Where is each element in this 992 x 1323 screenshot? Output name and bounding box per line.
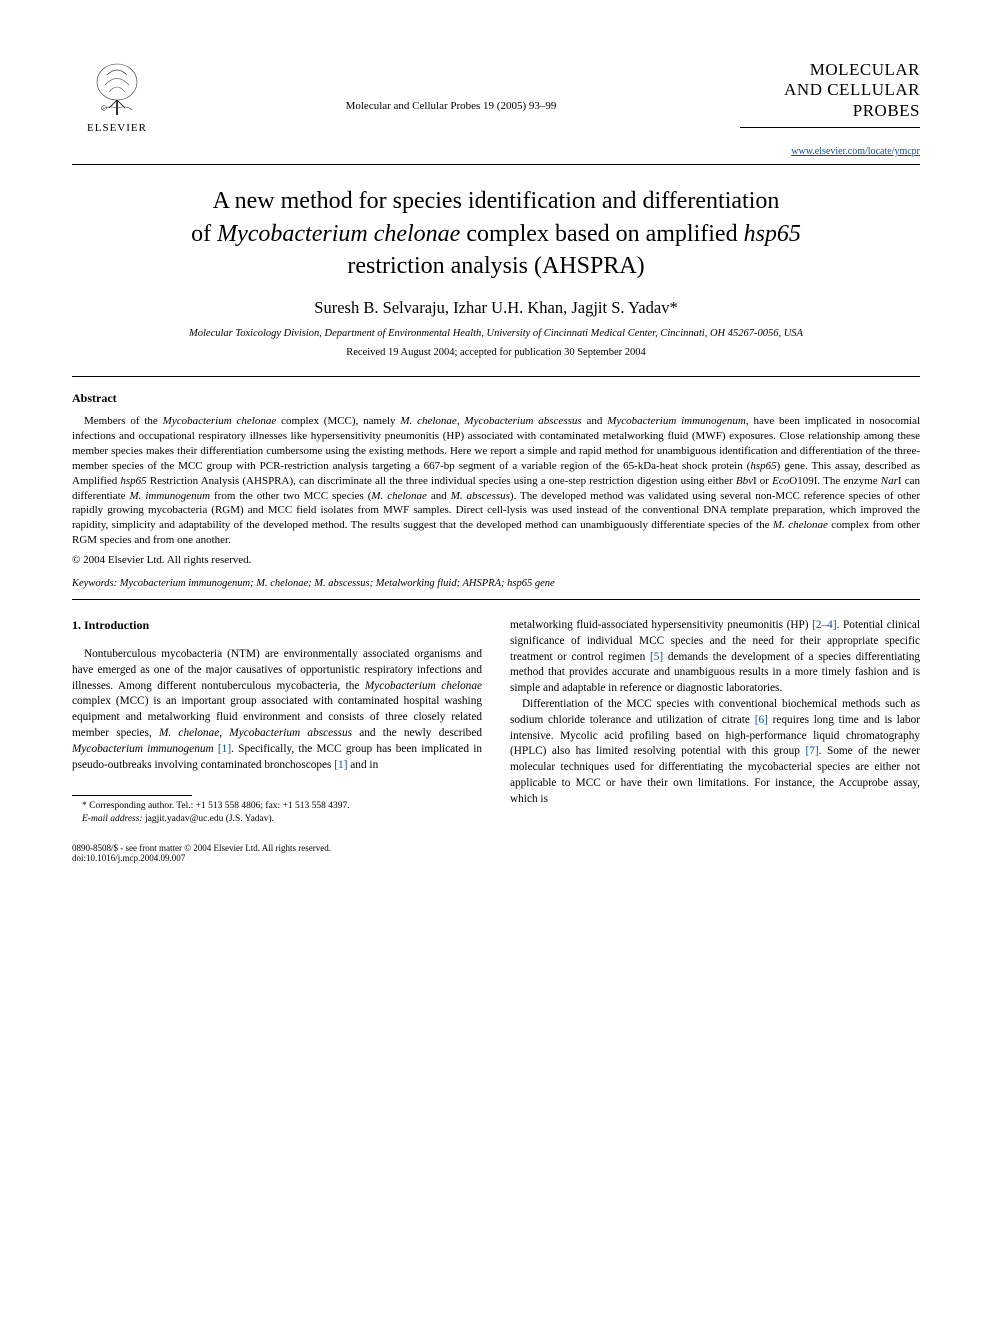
- keywords-text: Mycobacterium immunogenum; M. chelonae; …: [120, 578, 555, 589]
- elsevier-tree-icon: [87, 60, 147, 120]
- title-line3: restriction analysis (AHSPRA): [347, 253, 644, 279]
- title-line2-post: complex based on amplified: [460, 221, 743, 247]
- intro-paragraph-1-cont: metalworking fluid-associated hypersensi…: [510, 618, 920, 697]
- journal-title-block: MOLECULAR AND CELLULAR PROBES www.elsevi…: [740, 60, 920, 157]
- keywords: Keywords: Mycobacterium immunogenum; M. …: [72, 578, 920, 589]
- authors: Suresh B. Selvaraju, Izhar U.H. Khan, Ja…: [72, 298, 920, 318]
- journal-title-line1: MOLECULAR: [740, 60, 920, 80]
- keywords-label: Keywords:: [72, 578, 120, 589]
- intro-paragraph-1: Nontuberculous mycobacteria (NTM) are en…: [72, 647, 482, 774]
- corresponding-author-footnote: * Corresponding author. Tel.: +1 513 558…: [72, 800, 482, 812]
- title-line2-ital: Mycobacterium chelonae: [217, 221, 460, 247]
- abstract-copyright: © 2004 Elsevier Ltd. All rights reserved…: [72, 554, 920, 566]
- abstract-body: Members of the Mycobacterium chelonae co…: [72, 414, 920, 548]
- journal-reference: Molecular and Cellular Probes 19 (2005) …: [162, 60, 740, 112]
- intro-paragraph-2: Differentiation of the MCC species with …: [510, 697, 920, 808]
- abstract-heading: Abstract: [72, 391, 920, 406]
- left-column: 1. Introduction Nontuberculous mycobacte…: [72, 618, 482, 825]
- email-address: jagjit.yadav@uc.edu (J.S. Yadav).: [145, 814, 274, 824]
- title-line1: A new method for species identification …: [213, 188, 780, 214]
- abstract-top-rule: [72, 376, 920, 377]
- email-label: E-mail address:: [82, 814, 143, 824]
- footer-left: 0890-8508/$ - see front matter © 2004 El…: [72, 843, 331, 863]
- publisher-logo-block: ELSEVIER: [72, 60, 162, 134]
- abstract-bottom-rule: [72, 599, 920, 600]
- footnote-rule: [72, 795, 192, 796]
- header-rule: [72, 164, 920, 165]
- title-line2-pre: of: [191, 221, 217, 247]
- journal-title-line3: PROBES: [740, 101, 920, 121]
- footer-doi: doi:10.1016/j.mcp.2004.09.007: [72, 853, 331, 863]
- page-footer: 0890-8508/$ - see front matter © 2004 El…: [72, 843, 920, 863]
- right-column: metalworking fluid-associated hypersensi…: [510, 618, 920, 825]
- affiliation: Molecular Toxicology Division, Departmen…: [72, 328, 920, 339]
- received-dates: Received 19 August 2004; accepted for pu…: [72, 347, 920, 358]
- page-header: ELSEVIER Molecular and Cellular Probes 1…: [72, 60, 920, 157]
- body-columns: 1. Introduction Nontuberculous mycobacte…: [72, 618, 920, 825]
- title-line2-ital2: hsp65: [744, 221, 801, 247]
- email-footnote: E-mail address: jagjit.yadav@uc.edu (J.S…: [72, 813, 482, 825]
- footer-copyright: 0890-8508/$ - see front matter © 2004 El…: [72, 843, 331, 853]
- article-title: A new method for species identification …: [72, 185, 920, 282]
- intro-heading: 1. Introduction: [72, 618, 482, 633]
- journal-url-link[interactable]: www.elsevier.com/locate/ymcpr: [740, 146, 920, 157]
- publisher-name: ELSEVIER: [87, 122, 147, 134]
- journal-title-line2: AND CELLULAR: [740, 80, 920, 100]
